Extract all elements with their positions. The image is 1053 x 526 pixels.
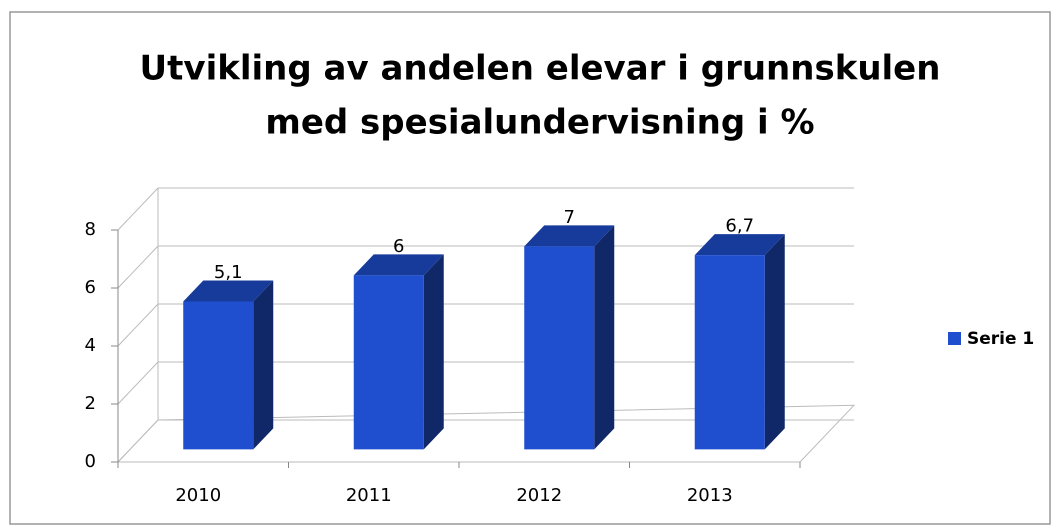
bar-top [183,280,274,302]
grid-line [117,419,159,463]
bar-top [524,225,615,247]
x-tick-label: 2011 [346,485,392,506]
value-label: 7 [564,207,575,228]
bar [524,225,615,450]
bar [353,254,444,450]
x-tick-label: 2012 [516,485,562,506]
bar-side [764,234,785,450]
legend-label: Serie 1 [967,329,1034,349]
y-tick-label: 6 [85,277,96,298]
bar [183,280,274,450]
y-tick-label: 0 [85,451,96,472]
bar-side [594,225,615,450]
bar-front [524,246,595,450]
bar-side [423,254,444,450]
value-label: 6,7 [725,216,754,237]
bar [694,234,785,450]
x-tick-label: 2010 [175,485,221,506]
bar-front [694,255,765,450]
y-tick-label: 8 [85,219,96,240]
bar-front [353,275,424,450]
bar-side [253,280,274,450]
y-tick-label: 2 [85,393,96,414]
x-tick-label: 2013 [687,485,733,506]
value-label: 5,1 [214,262,243,283]
y-tick-label: 4 [85,335,96,356]
grid-line [117,245,159,289]
bar-top [694,234,785,256]
bar-top [353,254,444,276]
chart-title: Utvikling av andelen elevar i grunnskule… [140,49,941,89]
grid-line [117,187,159,231]
bar-front [183,301,254,450]
grid-line [117,361,159,405]
value-label: 6 [393,236,404,257]
grid-line [117,303,159,347]
chart-title: med spesialundervisning i % [265,103,814,143]
legend-swatch [948,332,961,345]
